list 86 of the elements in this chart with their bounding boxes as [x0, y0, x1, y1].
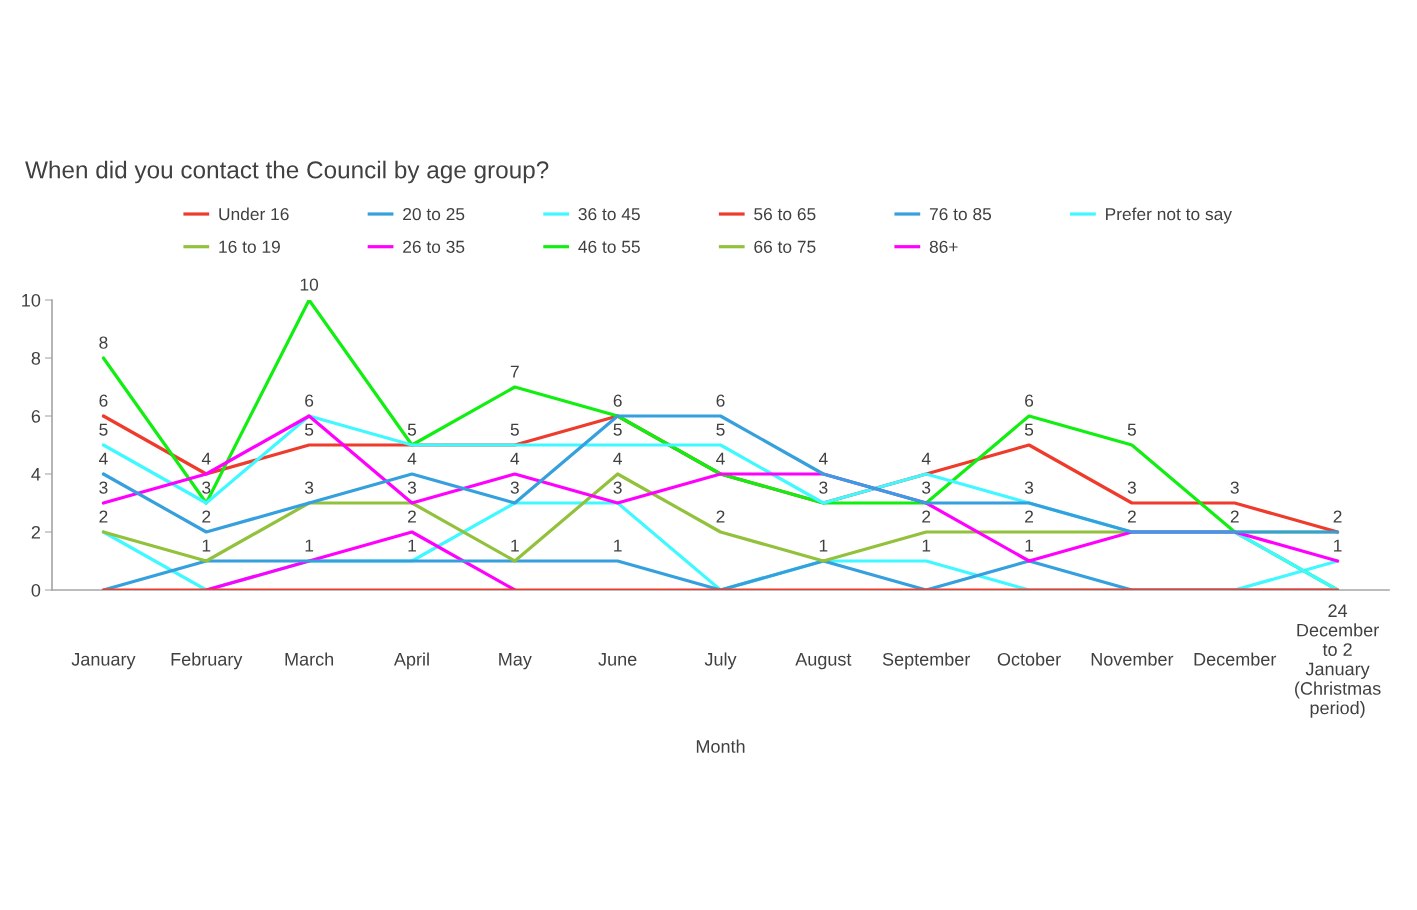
data-label: 4 [716, 452, 725, 465]
data-label: 3 [510, 481, 519, 494]
x-tick-label: October [997, 652, 1061, 666]
data-label: 1 [1025, 539, 1034, 552]
data-label: 6 [1025, 394, 1034, 407]
legend-label: Under 16 [219, 207, 289, 221]
y-tick-label: 10 [22, 293, 41, 307]
data-label: 3 [1230, 481, 1239, 494]
data-label: 5 [99, 423, 108, 436]
y-tick-label: 2 [31, 525, 40, 539]
data-label: 2 [202, 510, 211, 523]
x-tick-label: August [795, 653, 852, 670]
data-label: 3 [922, 481, 931, 494]
y-tick-label: 6 [31, 409, 41, 423]
x-axis-title: Month [696, 739, 745, 753]
legend-label: 20 to 25 [403, 207, 465, 221]
y-tick-label: 8 [31, 351, 41, 365]
legend-label: 46 to 55 [578, 240, 640, 253]
data-label: 5 [1127, 423, 1136, 436]
data-label: 3 [1024, 481, 1034, 494]
legend-label: 66 to 75 [754, 240, 816, 253]
data-label: 6 [99, 394, 108, 407]
x-tick-label: March [285, 652, 334, 666]
data-label: 5 [510, 423, 519, 436]
data-label: 3 [99, 481, 108, 494]
legend-label: 76 to 85 [929, 207, 992, 221]
legend-label: 56 to 65 [754, 207, 816, 221]
x-tick-label: May [499, 653, 532, 670]
data-label: 2 [1333, 510, 1342, 523]
data-label: 3 [304, 481, 314, 494]
data-label: 3 [819, 481, 828, 494]
data-label: 2 [1127, 510, 1136, 523]
x-tick-label: 24 December to 2 January (Christmas period) [1295, 604, 1381, 718]
data-label: 4 [201, 452, 211, 465]
data-label: 4 [407, 452, 417, 465]
data-label: 6 [716, 394, 725, 407]
data-label: 5 [716, 423, 725, 436]
data-label: 3 [1127, 481, 1136, 494]
x-tick-label: December [1194, 652, 1277, 666]
data-label: 4 [510, 452, 520, 465]
data-label: 6 [613, 394, 622, 407]
y-tick-label: 4 [31, 468, 41, 481]
data-label: 8 [99, 336, 108, 349]
chart-title: When did you contact the Council by age group? [25, 160, 549, 184]
data-label: 6 [305, 394, 314, 407]
data-label: 3 [202, 481, 211, 494]
data-label: 2 [1025, 510, 1033, 523]
legend-label: 26 to 35 [403, 240, 465, 253]
data-label: 4 [98, 452, 108, 465]
x-tick-label: June [598, 653, 637, 666]
data-label: 1 [511, 539, 519, 552]
data-label: 3 [407, 481, 417, 494]
x-tick-label: February [171, 652, 243, 670]
x-tick-label: January [71, 653, 136, 670]
data-label: 2 [716, 510, 725, 523]
data-label: 1 [202, 539, 211, 552]
data-label: 2 [99, 510, 108, 523]
legend-label: Prefer not to say [1106, 207, 1232, 224]
data-label: 5 [613, 423, 622, 436]
data-label: 10 [300, 278, 319, 291]
x-tick-label: April [393, 652, 429, 670]
legend-label: 86+ [929, 240, 958, 253]
data-label: 7 [510, 365, 519, 378]
line-series [101, 414, 1340, 534]
x-tick-label: September [882, 652, 971, 670]
data-label: 2 [922, 510, 931, 523]
x-tick-label: July [704, 652, 737, 670]
data-label: 3 [613, 481, 622, 494]
data-label: 5 [1024, 423, 1034, 436]
data-label: 1 [1334, 539, 1342, 552]
x-tick-label: November [1091, 652, 1174, 666]
data-label: 1 [614, 539, 622, 552]
data-label: 1 [922, 539, 931, 552]
data-label: 2 [1230, 510, 1239, 523]
legend-label: 36 to 45 [578, 207, 640, 221]
y-tick-label: 0 [31, 583, 41, 597]
data-label: 2 [408, 510, 416, 523]
data-label: 4 [818, 452, 828, 465]
data-label: 4 [613, 452, 622, 465]
data-label: 4 [921, 452, 931, 465]
data-label: 5 [304, 423, 314, 436]
data-label: 5 [407, 423, 417, 436]
legend-label: 16 to 19 [219, 240, 280, 253]
data-label: 1 [305, 539, 314, 552]
data-label: 1 [408, 539, 416, 552]
data-label: 1 [819, 539, 828, 552]
